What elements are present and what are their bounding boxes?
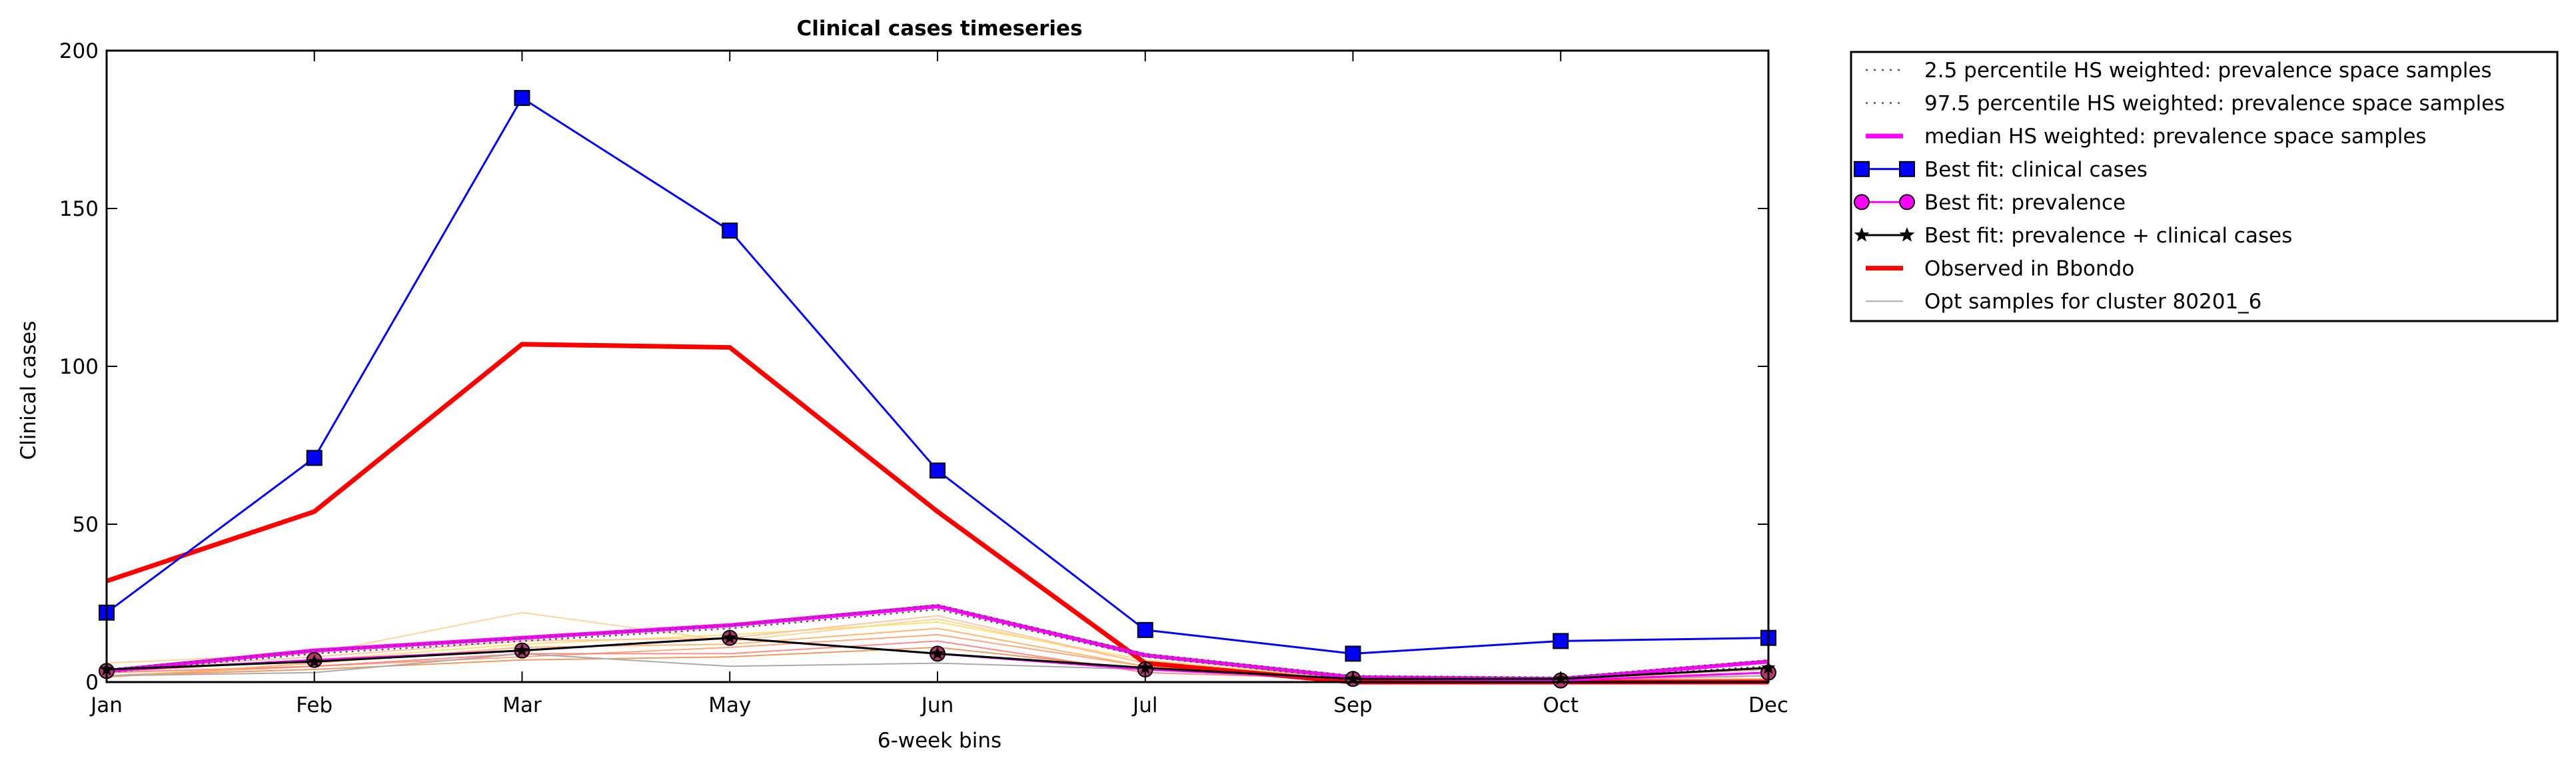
data-point-star xyxy=(930,646,945,660)
legend-label: Observed in Bbondo xyxy=(1924,257,2134,281)
data-point-star xyxy=(722,630,737,644)
y-tick-label: 0 xyxy=(85,671,99,695)
legend-marker xyxy=(1854,161,1870,177)
legend-marker xyxy=(1899,194,1915,210)
plot-background xyxy=(107,51,1768,682)
x-tick-label: Sep xyxy=(1333,693,1372,717)
data-point-star xyxy=(515,643,529,657)
legend-label: Best fit: prevalence xyxy=(1924,191,2126,214)
x-tick-label: Mar xyxy=(502,693,542,717)
x-tick-label: Jul xyxy=(1131,693,1157,717)
y-tick-label: 100 xyxy=(59,355,99,379)
legend-entry: Best fit: clinical cases xyxy=(1854,158,2148,182)
data-point-star xyxy=(1138,660,1153,674)
data-point-square xyxy=(514,90,530,107)
y-tick-label: 50 xyxy=(73,513,99,537)
data-point-square xyxy=(1553,633,1569,649)
data-point-square xyxy=(306,450,322,466)
data-point-square xyxy=(722,222,738,239)
legend-entry: Best fit: prevalence + clinical cases xyxy=(1854,224,2292,248)
legend-box xyxy=(1850,51,2559,322)
legend-entry: 2.5 percentile HS weighted: prevalence s… xyxy=(1866,59,2492,83)
x-tick-label: Jun xyxy=(920,693,954,717)
y-tick-label: 200 xyxy=(59,39,99,63)
x-tick-label: Feb xyxy=(296,693,332,717)
legend-label: median HS weighted: prevalence space sam… xyxy=(1924,125,2427,149)
legend-marker xyxy=(1854,194,1870,210)
legend-label: 97.5 percentile HS weighted: prevalence … xyxy=(1924,92,2505,116)
data-point-star xyxy=(307,654,322,668)
legend-label: Best fit: clinical cases xyxy=(1924,158,2148,182)
legend-label: 2.5 percentile HS weighted: prevalence s… xyxy=(1924,59,2492,83)
chart-title: Clinical cases timeseries xyxy=(796,17,1082,41)
data-point-square xyxy=(930,462,946,479)
x-tick-label: Jan xyxy=(89,693,123,717)
legend-label: Best fit: prevalence + clinical cases xyxy=(1924,224,2292,248)
legend-label: Opt samples for cluster 80201_6 xyxy=(1924,290,2261,314)
axes-layer: 0 50 100 150 200 Jan Feb Mar May Jun Jul Sep Oct Dec xyxy=(59,39,1788,717)
y-axis-label: Clinical cases xyxy=(17,320,41,460)
data-point-square xyxy=(1345,645,1361,662)
data-point-square xyxy=(1137,621,1153,638)
legend-entry: Observed in Bbondo xyxy=(1866,257,2134,281)
legend-entry: median HS weighted: prevalence space sam… xyxy=(1866,125,2427,149)
y-tick-label: 150 xyxy=(59,197,99,221)
legend-marker xyxy=(1899,161,1915,177)
legend-entry: Opt samples for cluster 80201_6 xyxy=(1866,290,2261,314)
x-tick-label: Oct xyxy=(1543,693,1579,717)
plot-area xyxy=(107,51,1768,682)
legend: 2.5 percentile HS weighted: prevalence s… xyxy=(1850,51,2559,322)
legend-entry: 97.5 percentile HS weighted: prevalence … xyxy=(1866,92,2505,116)
legend-marker xyxy=(1854,227,1870,242)
x-tick-label: Dec xyxy=(1748,693,1788,717)
x-axis-label: 6-week bins xyxy=(878,729,1001,753)
legend-entry: Best fit: prevalence xyxy=(1854,191,2126,214)
legend-marker xyxy=(1899,227,1915,242)
x-tick-label: May xyxy=(708,693,751,717)
